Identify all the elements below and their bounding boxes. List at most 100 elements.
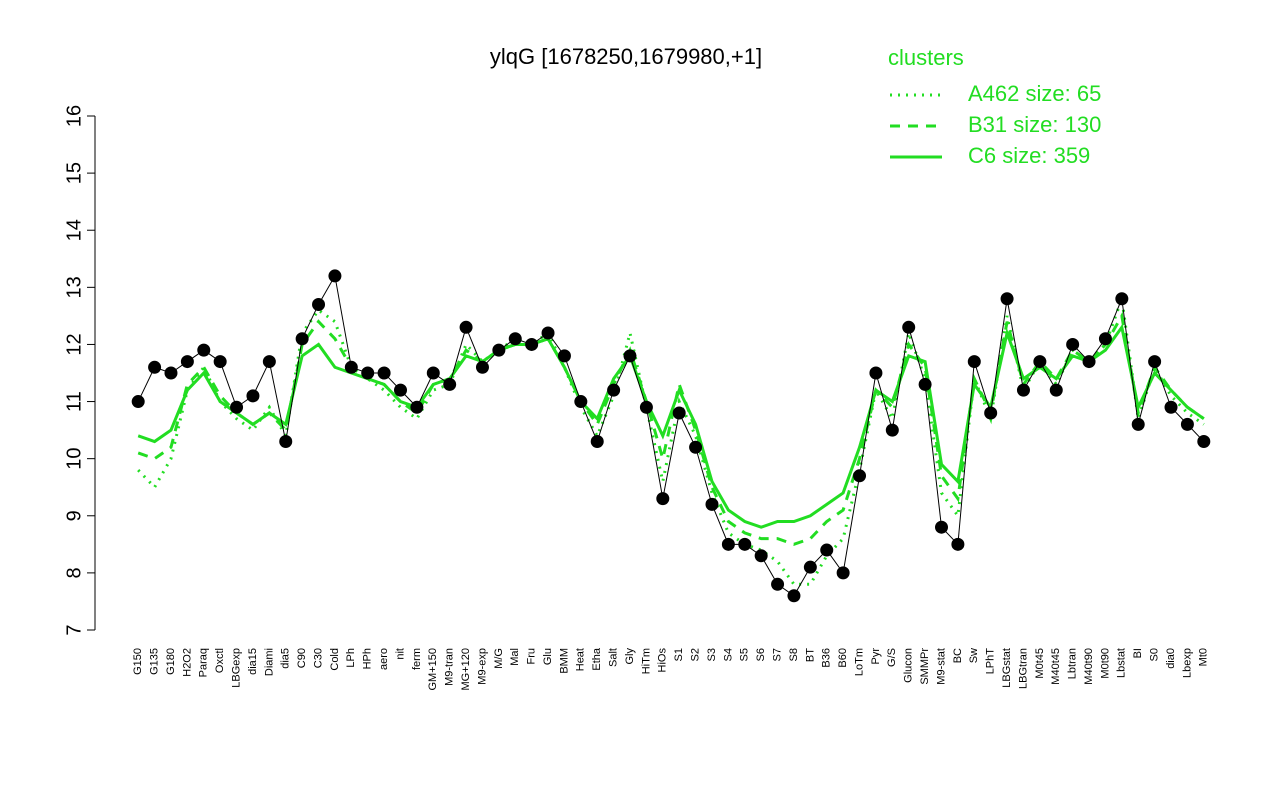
x-tick-label: M9-tran	[444, 648, 456, 686]
x-tick-label: G150	[132, 648, 144, 675]
gene-line	[137, 274, 1205, 597]
x-tick-label: nit	[394, 648, 406, 660]
x-tick-label: S3	[706, 648, 718, 661]
y-tick-label: 14	[63, 219, 85, 241]
y-tick-label: 15	[63, 162, 85, 184]
y-tick-label: 13	[63, 276, 85, 298]
gene-point	[705, 497, 719, 511]
x-tick-label: Mt0	[1198, 648, 1210, 666]
gene-point	[754, 549, 768, 563]
x-tick-label: HiTm	[640, 648, 652, 674]
x-tick-label: B60	[837, 648, 849, 668]
gene-point	[197, 343, 211, 357]
x-tick-label: Salt	[608, 648, 620, 667]
gene-point	[1082, 355, 1096, 369]
gene-point	[557, 349, 571, 363]
x-tick-label: S5	[739, 648, 751, 661]
legend-label: B31 size: 130	[968, 112, 1101, 137]
x-tick-label: Glucon	[903, 648, 915, 683]
x-tick-label: M/G	[493, 648, 505, 669]
gene-point	[508, 332, 522, 346]
x-tick-label: M0t90	[1099, 648, 1111, 679]
gene-point	[295, 332, 309, 346]
gene-point	[672, 406, 686, 420]
gene-point	[492, 343, 506, 357]
y-tick-label: 9	[63, 510, 85, 521]
x-tick-label: Heat	[575, 648, 587, 671]
gene-point	[1016, 383, 1030, 397]
x-tick-label: H2O2	[181, 648, 193, 677]
x-tick-label: S6	[755, 648, 767, 661]
gene-point	[1049, 383, 1063, 397]
gene-point	[607, 383, 621, 397]
gene-point	[148, 360, 162, 374]
x-tick-label: Fru	[526, 648, 538, 665]
cluster-line	[137, 311, 1205, 546]
x-tick-label: BI	[1132, 648, 1144, 658]
gene-point	[1115, 292, 1129, 306]
x-tick-label: Mal	[509, 648, 521, 666]
gene-point	[967, 355, 981, 369]
gene-point	[721, 537, 735, 551]
gene-point	[1164, 400, 1178, 414]
x-tick-label: M40t45	[1050, 648, 1062, 685]
x-tick-label: M9-exp	[476, 648, 488, 685]
x-tick-label: S2	[689, 648, 701, 661]
gene-point	[180, 355, 194, 369]
x-tick-label: Sw	[968, 648, 980, 663]
gene-point	[918, 377, 932, 391]
gene-point	[262, 355, 276, 369]
gene-point	[1197, 435, 1211, 449]
gene-point	[574, 395, 588, 409]
x-tick-label: BT	[804, 648, 816, 662]
gene-point	[1000, 292, 1014, 306]
x-tick-label: dia0	[1165, 648, 1177, 669]
gene-point	[902, 320, 916, 334]
x-tick-label: dia5	[280, 648, 292, 669]
cluster-line	[137, 298, 1205, 586]
x-tick-label: LBGexp	[230, 648, 242, 688]
gene-point	[820, 543, 834, 557]
gene-point	[410, 400, 424, 414]
gene-point	[623, 349, 637, 363]
x-tick-label: LPh	[345, 648, 357, 668]
x-tick-label: S1	[673, 648, 685, 661]
x-tick-label: ferm	[411, 648, 423, 670]
gene-point	[246, 389, 260, 403]
legend-label: C6 size: 359	[968, 143, 1090, 168]
gene-point	[869, 366, 883, 380]
gene-point	[312, 297, 326, 311]
y-tick-label: 12	[63, 333, 85, 355]
legend-label: A462 size: 65	[968, 81, 1101, 106]
x-tick-label: G/S	[886, 648, 898, 667]
gene-point	[853, 469, 867, 483]
gene-point	[1066, 337, 1080, 351]
x-tick-label: Lbtran	[1067, 648, 1079, 679]
gene-point	[443, 377, 457, 391]
gene-point	[394, 383, 407, 397]
gene-point	[935, 520, 948, 534]
gene-point	[459, 320, 473, 334]
x-tick-label: LBGstat	[1001, 648, 1013, 688]
y-tick-label: 16	[63, 105, 85, 127]
gene-point	[639, 400, 653, 414]
x-tick-label: HPh	[362, 648, 374, 669]
gene-point	[656, 492, 670, 506]
gene-point	[1033, 355, 1047, 369]
x-tick-label: S4	[722, 648, 734, 661]
cluster-line	[137, 323, 1205, 529]
x-tick-label: M40t90	[1083, 648, 1095, 685]
y-tick-label: 8	[63, 567, 85, 578]
gene-point	[525, 337, 539, 351]
x-tick-label: MG+120	[460, 648, 472, 691]
x-tick-label: aero	[378, 648, 390, 670]
x-tick-label: SMMPr	[919, 648, 931, 685]
gene-point	[951, 537, 965, 551]
gene-point	[377, 366, 391, 380]
gene-point	[984, 406, 998, 420]
y-tick-label: 10	[63, 448, 85, 470]
x-tick-label: GM+150	[427, 648, 439, 691]
x-tick-label: M0t45	[1034, 648, 1046, 679]
x-tick-label: Glu	[542, 648, 554, 665]
x-tick-label: S8	[788, 648, 800, 661]
